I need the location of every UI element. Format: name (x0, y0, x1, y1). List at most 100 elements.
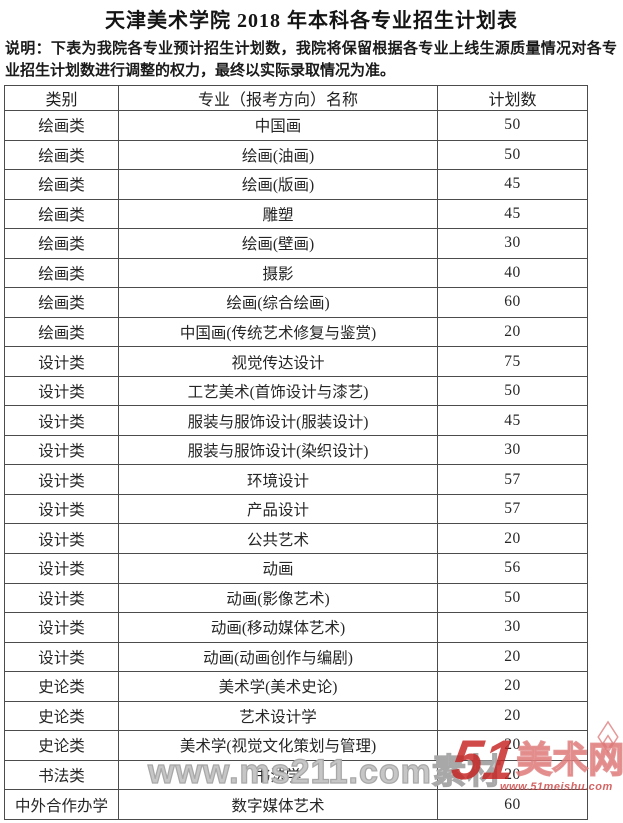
table-row: 设计类 环境设计 57 (4, 464, 588, 495)
plan-count-cell: 56 (437, 552, 588, 584)
category-cell: 设计类 (4, 641, 119, 673)
plan-count-cell: 45 (437, 169, 588, 200)
category-cell: 设计类 (4, 375, 119, 407)
table-row: 设计类 服装与服饰设计(服装设计) 45 (4, 405, 588, 436)
table-row: 绘画类 绘画(壁画) 30 (4, 228, 588, 259)
plan-count-cell: 50 (437, 582, 588, 614)
major-cell: 书法学 (118, 759, 438, 791)
plan-count-cell: 20 (437, 316, 588, 348)
table-row: 史论类 美术学(视觉文化策划与管理) 20 (4, 730, 588, 761)
page-title: 天津美术学院 2018 年本科各专业招生计划表 (105, 10, 518, 32)
category-cell: 绘画类 (4, 228, 119, 259)
table-row: 中外合作办学 数字媒体艺术 60 (4, 789, 588, 820)
table-row: 设计类 动画 56 (4, 552, 588, 584)
major-cell: 动画(影像艺术) (118, 582, 438, 614)
category-cell: 史论类 (4, 671, 119, 702)
category-cell: 设计类 (4, 434, 119, 466)
table-row: 书法类 书法学 20 (4, 759, 588, 791)
table-row: 史论类 美术学(美术史论) 20 (4, 671, 588, 702)
plan-count-cell: 45 (437, 198, 588, 230)
category-cell: 设计类 (4, 552, 119, 584)
table-row: 设计类 视觉传达设计 75 (4, 346, 588, 377)
plan-count-cell: 50 (437, 375, 588, 407)
major-cell: 产品设计 (118, 493, 438, 525)
plan-count-cell: 50 (437, 139, 588, 171)
category-cell: 史论类 (4, 700, 119, 732)
major-cell: 中国画(传统艺术修复与鉴赏) (118, 316, 438, 348)
major-cell: 动画(动画创作与编剧) (118, 641, 438, 673)
major-cell: 动画(移动媒体艺术) (118, 612, 438, 643)
major-cell: 数字媒体艺术 (118, 789, 438, 820)
category-cell: 设计类 (4, 346, 119, 377)
plan-count-cell: 20 (437, 641, 588, 673)
major-cell: 环境设计 (118, 464, 438, 495)
major-cell: 美术学(美术史论) (118, 671, 438, 702)
table-body: 绘画类 中国画 50 绘画类 绘画(油画) 50 绘画类 绘画(版画) 45 绘… (4, 110, 588, 820)
major-cell: 动画 (118, 552, 438, 584)
table-row: 绘画类 摄影 40 (4, 257, 588, 289)
major-cell: 中国画 (118, 110, 438, 141)
plan-count-cell: 75 (437, 346, 588, 377)
category-cell: 设计类 (4, 464, 119, 495)
plan-count-cell: 45 (437, 405, 588, 436)
admission-plan-table: 类别 专业（报考方向）名称 计划数 绘画类 中国画 50 绘画类 绘画(油画) … (4, 85, 588, 820)
category-cell: 绘画类 (4, 169, 119, 200)
header-major: 专业（报考方向）名称 (118, 85, 438, 111)
table-row: 绘画类 中国画 50 (4, 110, 588, 141)
table-header-row: 类别 专业（报考方向）名称 计划数 (4, 85, 588, 111)
category-cell: 设计类 (4, 582, 119, 614)
category-cell: 绘画类 (4, 287, 119, 318)
plan-count-cell: 20 (437, 730, 588, 761)
plan-count-cell: 20 (437, 523, 588, 554)
major-cell: 工艺美术(首饰设计与漆艺) (118, 375, 438, 407)
header-plan-count: 计划数 (437, 85, 588, 111)
category-cell: 书法类 (4, 759, 119, 791)
major-cell: 绘画(壁画) (118, 228, 438, 259)
plan-count-cell: 30 (437, 434, 588, 466)
table-row: 绘画类 中国画(传统艺术修复与鉴赏) 20 (4, 316, 588, 348)
major-cell: 艺术设计学 (118, 700, 438, 732)
category-cell: 绘画类 (4, 110, 119, 141)
table-row: 绘画类 绘画(油画) 50 (4, 139, 588, 171)
graduation-cap-icon (597, 720, 619, 754)
major-cell: 绘画(油画) (118, 139, 438, 171)
major-cell: 绘画(版画) (118, 169, 438, 200)
category-cell: 设计类 (4, 612, 119, 643)
table-row: 设计类 动画(移动媒体艺术) 30 (4, 612, 588, 643)
plan-count-cell: 60 (437, 287, 588, 318)
category-cell: 史论类 (4, 730, 119, 761)
table-row: 设计类 动画(影像艺术) 50 (4, 582, 588, 614)
category-cell: 设计类 (4, 493, 119, 525)
category-cell: 设计类 (4, 405, 119, 436)
note-text: 说明：下表为我院各专业预计招生计划数，我院将保留根据各专业上线生源质量情况对各专… (5, 41, 617, 79)
plan-count-cell: 57 (437, 493, 588, 525)
major-cell: 绘画(综合绘画) (118, 287, 438, 318)
table-row: 设计类 公共艺术 20 (4, 523, 588, 554)
table-row: 设计类 动画(动画创作与编剧) 20 (4, 641, 588, 673)
table-row: 绘画类 雕塑 45 (4, 198, 588, 230)
major-cell: 视觉传达设计 (118, 346, 438, 377)
table-row: 绘画类 绘画(版画) 45 (4, 169, 588, 200)
plan-count-cell: 60 (437, 789, 588, 820)
major-cell: 公共艺术 (118, 523, 438, 554)
category-cell: 绘画类 (4, 139, 119, 171)
plan-count-cell: 30 (437, 228, 588, 259)
plan-count-cell: 20 (437, 759, 588, 791)
table-row: 设计类 工艺美术(首饰设计与漆艺) 50 (4, 375, 588, 407)
plan-count-cell: 20 (437, 700, 588, 732)
table-row: 绘画类 绘画(综合绘画) 60 (4, 287, 588, 318)
category-cell: 绘画类 (4, 257, 119, 289)
category-cell: 绘画类 (4, 316, 119, 348)
table-row: 设计类 产品设计 57 (4, 493, 588, 525)
category-cell: 绘画类 (4, 198, 119, 230)
table-row: 设计类 服装与服饰设计(染织设计) 30 (4, 434, 588, 466)
category-cell: 设计类 (4, 523, 119, 554)
plan-count-cell: 40 (437, 257, 588, 289)
header-category: 类别 (4, 85, 119, 111)
major-cell: 雕塑 (118, 198, 438, 230)
plan-count-cell: 20 (437, 671, 588, 702)
table-row: 史论类 艺术设计学 20 (4, 700, 588, 732)
major-cell: 摄影 (118, 257, 438, 289)
major-cell: 服装与服饰设计(染织设计) (118, 434, 438, 466)
